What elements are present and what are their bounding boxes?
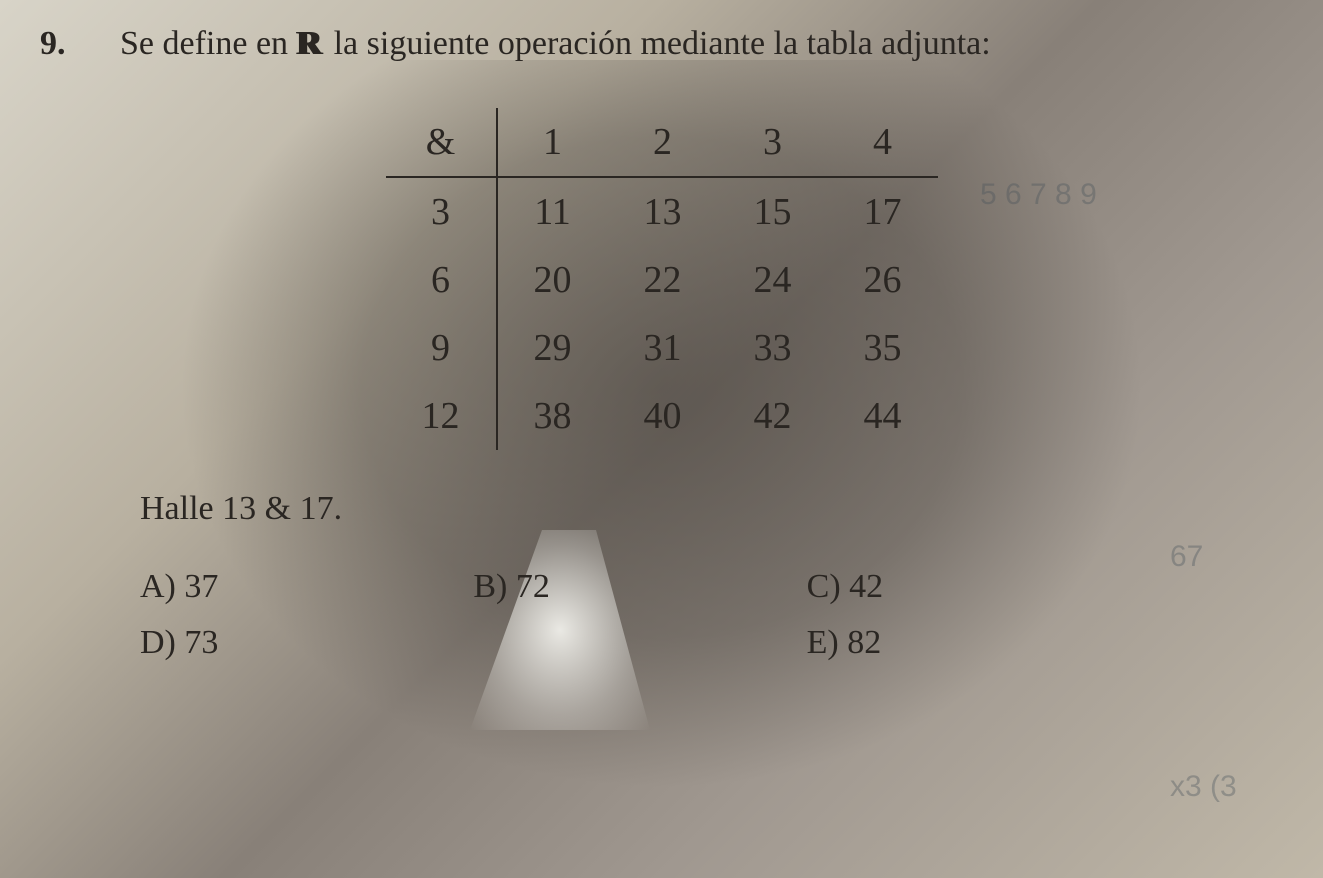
- cell: 29: [497, 314, 608, 382]
- row-header: 9: [386, 314, 497, 382]
- table-row: 6 20 22 24 26: [386, 246, 938, 314]
- row-header: 3: [386, 177, 497, 246]
- option-b: B) 72: [473, 568, 806, 606]
- option-a: A) 37: [140, 568, 473, 606]
- operation-table: & 1 2 3 4 3 11 13 15 17 6 20 2: [386, 108, 938, 450]
- cell: 42: [718, 382, 828, 450]
- cell: 15: [718, 177, 828, 246]
- cell: 13: [608, 177, 718, 246]
- cell: 17: [828, 177, 938, 246]
- cell: 40: [608, 382, 718, 450]
- qtext-part2: la siguiente operación mediante la tabla…: [325, 25, 991, 62]
- cell: 26: [828, 246, 938, 314]
- col-header: 2: [608, 108, 718, 177]
- col-header: 1: [497, 108, 608, 177]
- option-e: E) 82: [807, 624, 1140, 662]
- col-header: 4: [828, 108, 938, 177]
- option-d: D) 73: [140, 624, 473, 662]
- cell: 24: [718, 246, 828, 314]
- cell: 20: [497, 246, 608, 314]
- table-row: 12 38 40 42 44: [386, 382, 938, 450]
- pencil-mark: x3 (3: [1170, 770, 1237, 804]
- cell: 31: [608, 314, 718, 382]
- real-numbers-symbol: R: [297, 20, 326, 68]
- question-prompt: Halle 13 & 17.: [140, 490, 1283, 528]
- table-row: 9 29 31 33 35: [386, 314, 938, 382]
- table-row: 3 11 13 15 17: [386, 177, 938, 246]
- table-operator-corner: &: [386, 108, 497, 177]
- answer-options: A) 37 B) 72 C) 42 D) 73 E) 82: [140, 568, 1140, 662]
- row-header: 12: [386, 382, 497, 450]
- option-c: C) 42: [807, 568, 1140, 606]
- row-header: 6: [386, 246, 497, 314]
- qtext-part1: Se define en: [120, 25, 297, 62]
- cell: 44: [828, 382, 938, 450]
- cell: 35: [828, 314, 938, 382]
- question-number: 9.: [40, 20, 90, 68]
- question-text: Se define en R la siguiente operación me…: [120, 20, 1283, 68]
- col-header: 3: [718, 108, 828, 177]
- cell: 38: [497, 382, 608, 450]
- cell: 11: [497, 177, 608, 246]
- cell: 33: [718, 314, 828, 382]
- question-header: 9. Se define en R la siguiente operación…: [40, 20, 1283, 68]
- cell: 22: [608, 246, 718, 314]
